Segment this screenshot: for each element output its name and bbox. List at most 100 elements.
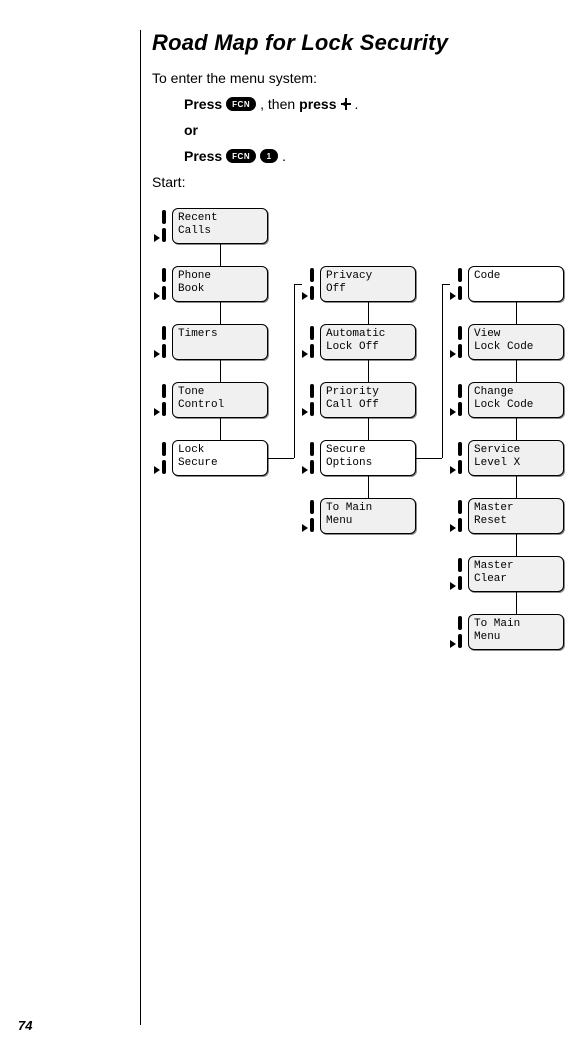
- connector-line: [220, 302, 221, 324]
- chevron-right-icon: [450, 466, 456, 474]
- connector-line: [220, 244, 221, 266]
- connector-line: [516, 534, 517, 556]
- connector-line: [442, 284, 450, 285]
- or-line: or: [184, 122, 560, 138]
- menu-node: Lock Secure: [172, 440, 268, 476]
- connector-line: [294, 284, 302, 285]
- node-bracket-icon: [310, 326, 314, 340]
- node-bracket-icon: [310, 500, 314, 514]
- chevron-right-icon: [302, 292, 308, 300]
- connector-line: [220, 360, 221, 382]
- menu-flowchart: Recent Calls Phone Book Timers Tone Control…: [152, 196, 572, 786]
- node-bracket-icon: [310, 518, 314, 532]
- chevron-right-icon: [302, 524, 308, 532]
- node-bracket-icon: [458, 576, 462, 590]
- or-label: or: [184, 122, 198, 138]
- menu-node: Tone Control: [172, 382, 268, 418]
- connector-line: [368, 302, 369, 324]
- then-label: , then: [260, 96, 295, 112]
- menu-node: Priority Call Off: [320, 382, 416, 418]
- node-bracket-icon: [458, 326, 462, 340]
- connector-line: [220, 418, 221, 440]
- node-bracket-icon: [458, 344, 462, 358]
- connector-line: [268, 458, 294, 459]
- node-bracket-icon: [458, 634, 462, 648]
- instruction-line-2: Press FCN 1 .: [184, 148, 560, 164]
- node-bracket-icon: [310, 344, 314, 358]
- node-bracket-icon: [162, 344, 166, 358]
- node-bracket-icon: [310, 384, 314, 398]
- step1-end: .: [355, 96, 359, 112]
- node-bracket-icon: [458, 402, 462, 416]
- chevron-right-icon: [450, 582, 456, 590]
- connector-line: [516, 302, 517, 324]
- page-title: Road Map for Lock Security: [152, 30, 560, 56]
- connector-line: [368, 360, 369, 382]
- node-bracket-icon: [458, 518, 462, 532]
- chevron-right-icon: [302, 466, 308, 474]
- chevron-right-icon: [302, 350, 308, 358]
- menu-node: Change Lock Code: [468, 382, 564, 418]
- connector-line: [516, 418, 517, 440]
- node-bracket-icon: [310, 442, 314, 456]
- node-bracket-icon: [162, 384, 166, 398]
- menu-node: Master Reset: [468, 498, 564, 534]
- press-label-3: Press: [184, 148, 222, 164]
- chevron-right-icon: [154, 292, 160, 300]
- node-bracket-icon: [162, 268, 166, 282]
- node-bracket-icon: [162, 460, 166, 474]
- node-bracket-icon: [162, 210, 166, 224]
- node-bracket-icon: [162, 286, 166, 300]
- start-label: Start:: [152, 174, 560, 190]
- signal-icon: [341, 98, 351, 110]
- chevron-right-icon: [450, 640, 456, 648]
- one-key-icon: 1: [260, 149, 278, 163]
- menu-node: Code: [468, 266, 564, 302]
- menu-node: Privacy Off: [320, 266, 416, 302]
- node-bracket-icon: [162, 402, 166, 416]
- connector-line: [368, 476, 369, 498]
- chevron-right-icon: [450, 524, 456, 532]
- node-bracket-icon: [310, 460, 314, 474]
- chevron-right-icon: [154, 466, 160, 474]
- menu-node: Service Level X: [468, 440, 564, 476]
- node-bracket-icon: [458, 286, 462, 300]
- chevron-right-icon: [154, 408, 160, 416]
- fcn-key-icon: FCN: [226, 97, 256, 111]
- chevron-right-icon: [450, 408, 456, 416]
- menu-node: Phone Book: [172, 266, 268, 302]
- node-bracket-icon: [458, 558, 462, 572]
- menu-node: Automatic Lock Off: [320, 324, 416, 360]
- step2-end: .: [282, 148, 286, 164]
- connector-line: [516, 592, 517, 614]
- connector-line: [294, 284, 295, 458]
- instruction-line-1: Press FCN , then press .: [184, 96, 560, 112]
- menu-node: Timers: [172, 324, 268, 360]
- connector-line: [516, 360, 517, 382]
- menu-node: Master Clear: [468, 556, 564, 592]
- connector-line: [416, 458, 442, 459]
- node-bracket-icon: [458, 500, 462, 514]
- chevron-right-icon: [154, 350, 160, 358]
- page-number: 74: [18, 1018, 32, 1033]
- chevron-right-icon: [450, 292, 456, 300]
- node-bracket-icon: [458, 442, 462, 456]
- node-bracket-icon: [162, 228, 166, 242]
- node-bracket-icon: [310, 402, 314, 416]
- node-bracket-icon: [162, 326, 166, 340]
- menu-node: To Main Menu: [320, 498, 416, 534]
- press-label: Press: [184, 96, 222, 112]
- chevron-right-icon: [302, 408, 308, 416]
- chevron-right-icon: [154, 234, 160, 242]
- intro-text: To enter the menu system:: [152, 70, 560, 86]
- node-bracket-icon: [458, 384, 462, 398]
- node-bracket-icon: [458, 616, 462, 630]
- node-bracket-icon: [458, 268, 462, 282]
- menu-node: To Main Menu: [468, 614, 564, 650]
- node-bracket-icon: [458, 460, 462, 474]
- node-bracket-icon: [310, 286, 314, 300]
- press-label-2: press: [299, 96, 336, 112]
- connector-line: [368, 418, 369, 440]
- menu-node: View Lock Code: [468, 324, 564, 360]
- menu-node: Recent Calls: [172, 208, 268, 244]
